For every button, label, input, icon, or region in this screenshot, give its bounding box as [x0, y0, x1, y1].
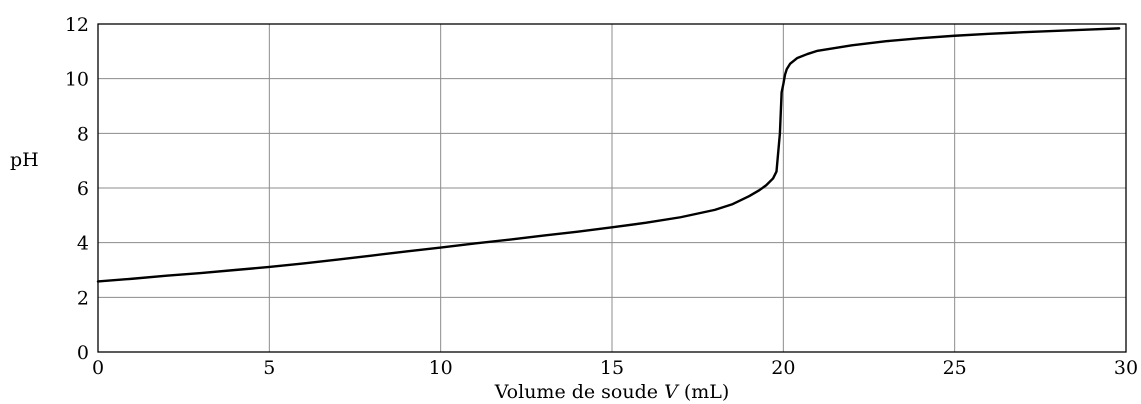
y-tick-label: 10 — [65, 69, 89, 91]
y-tick-labels: 0 2 4 6 8 10 12 — [65, 14, 89, 364]
x-tick-label: 5 — [263, 357, 275, 379]
y-axis-label: pH — [10, 149, 39, 171]
x-axis-label-text: Volume de soude — [494, 381, 664, 403]
y-tick-label: 6 — [77, 178, 89, 200]
x-tick-label: 15 — [600, 357, 624, 379]
x-axis-label-unit: (mL) — [678, 381, 730, 403]
y-tick-label: 12 — [65, 14, 89, 36]
y-tick-label: 2 — [77, 287, 89, 309]
y-tick-label: 8 — [77, 123, 89, 145]
plot-frame — [97, 23, 1127, 353]
x-tick-label: 30 — [1114, 357, 1138, 379]
ph-curve — [96, 27, 1121, 283]
grid — [97, 23, 1127, 353]
x-tick-labels: 0 5 10 15 20 25 30 — [92, 357, 1138, 379]
x-axis-label: Volume de soude V (mL) — [494, 381, 730, 403]
x-tick-label: 25 — [943, 357, 967, 379]
y-tick-label: 0 — [77, 342, 89, 364]
x-axis-label-var: V — [664, 381, 680, 403]
x-tick-label: 10 — [429, 357, 453, 379]
y-tick-label: 4 — [77, 233, 89, 255]
x-tick-label: 20 — [771, 357, 795, 379]
x-tick-label: 0 — [92, 357, 104, 379]
